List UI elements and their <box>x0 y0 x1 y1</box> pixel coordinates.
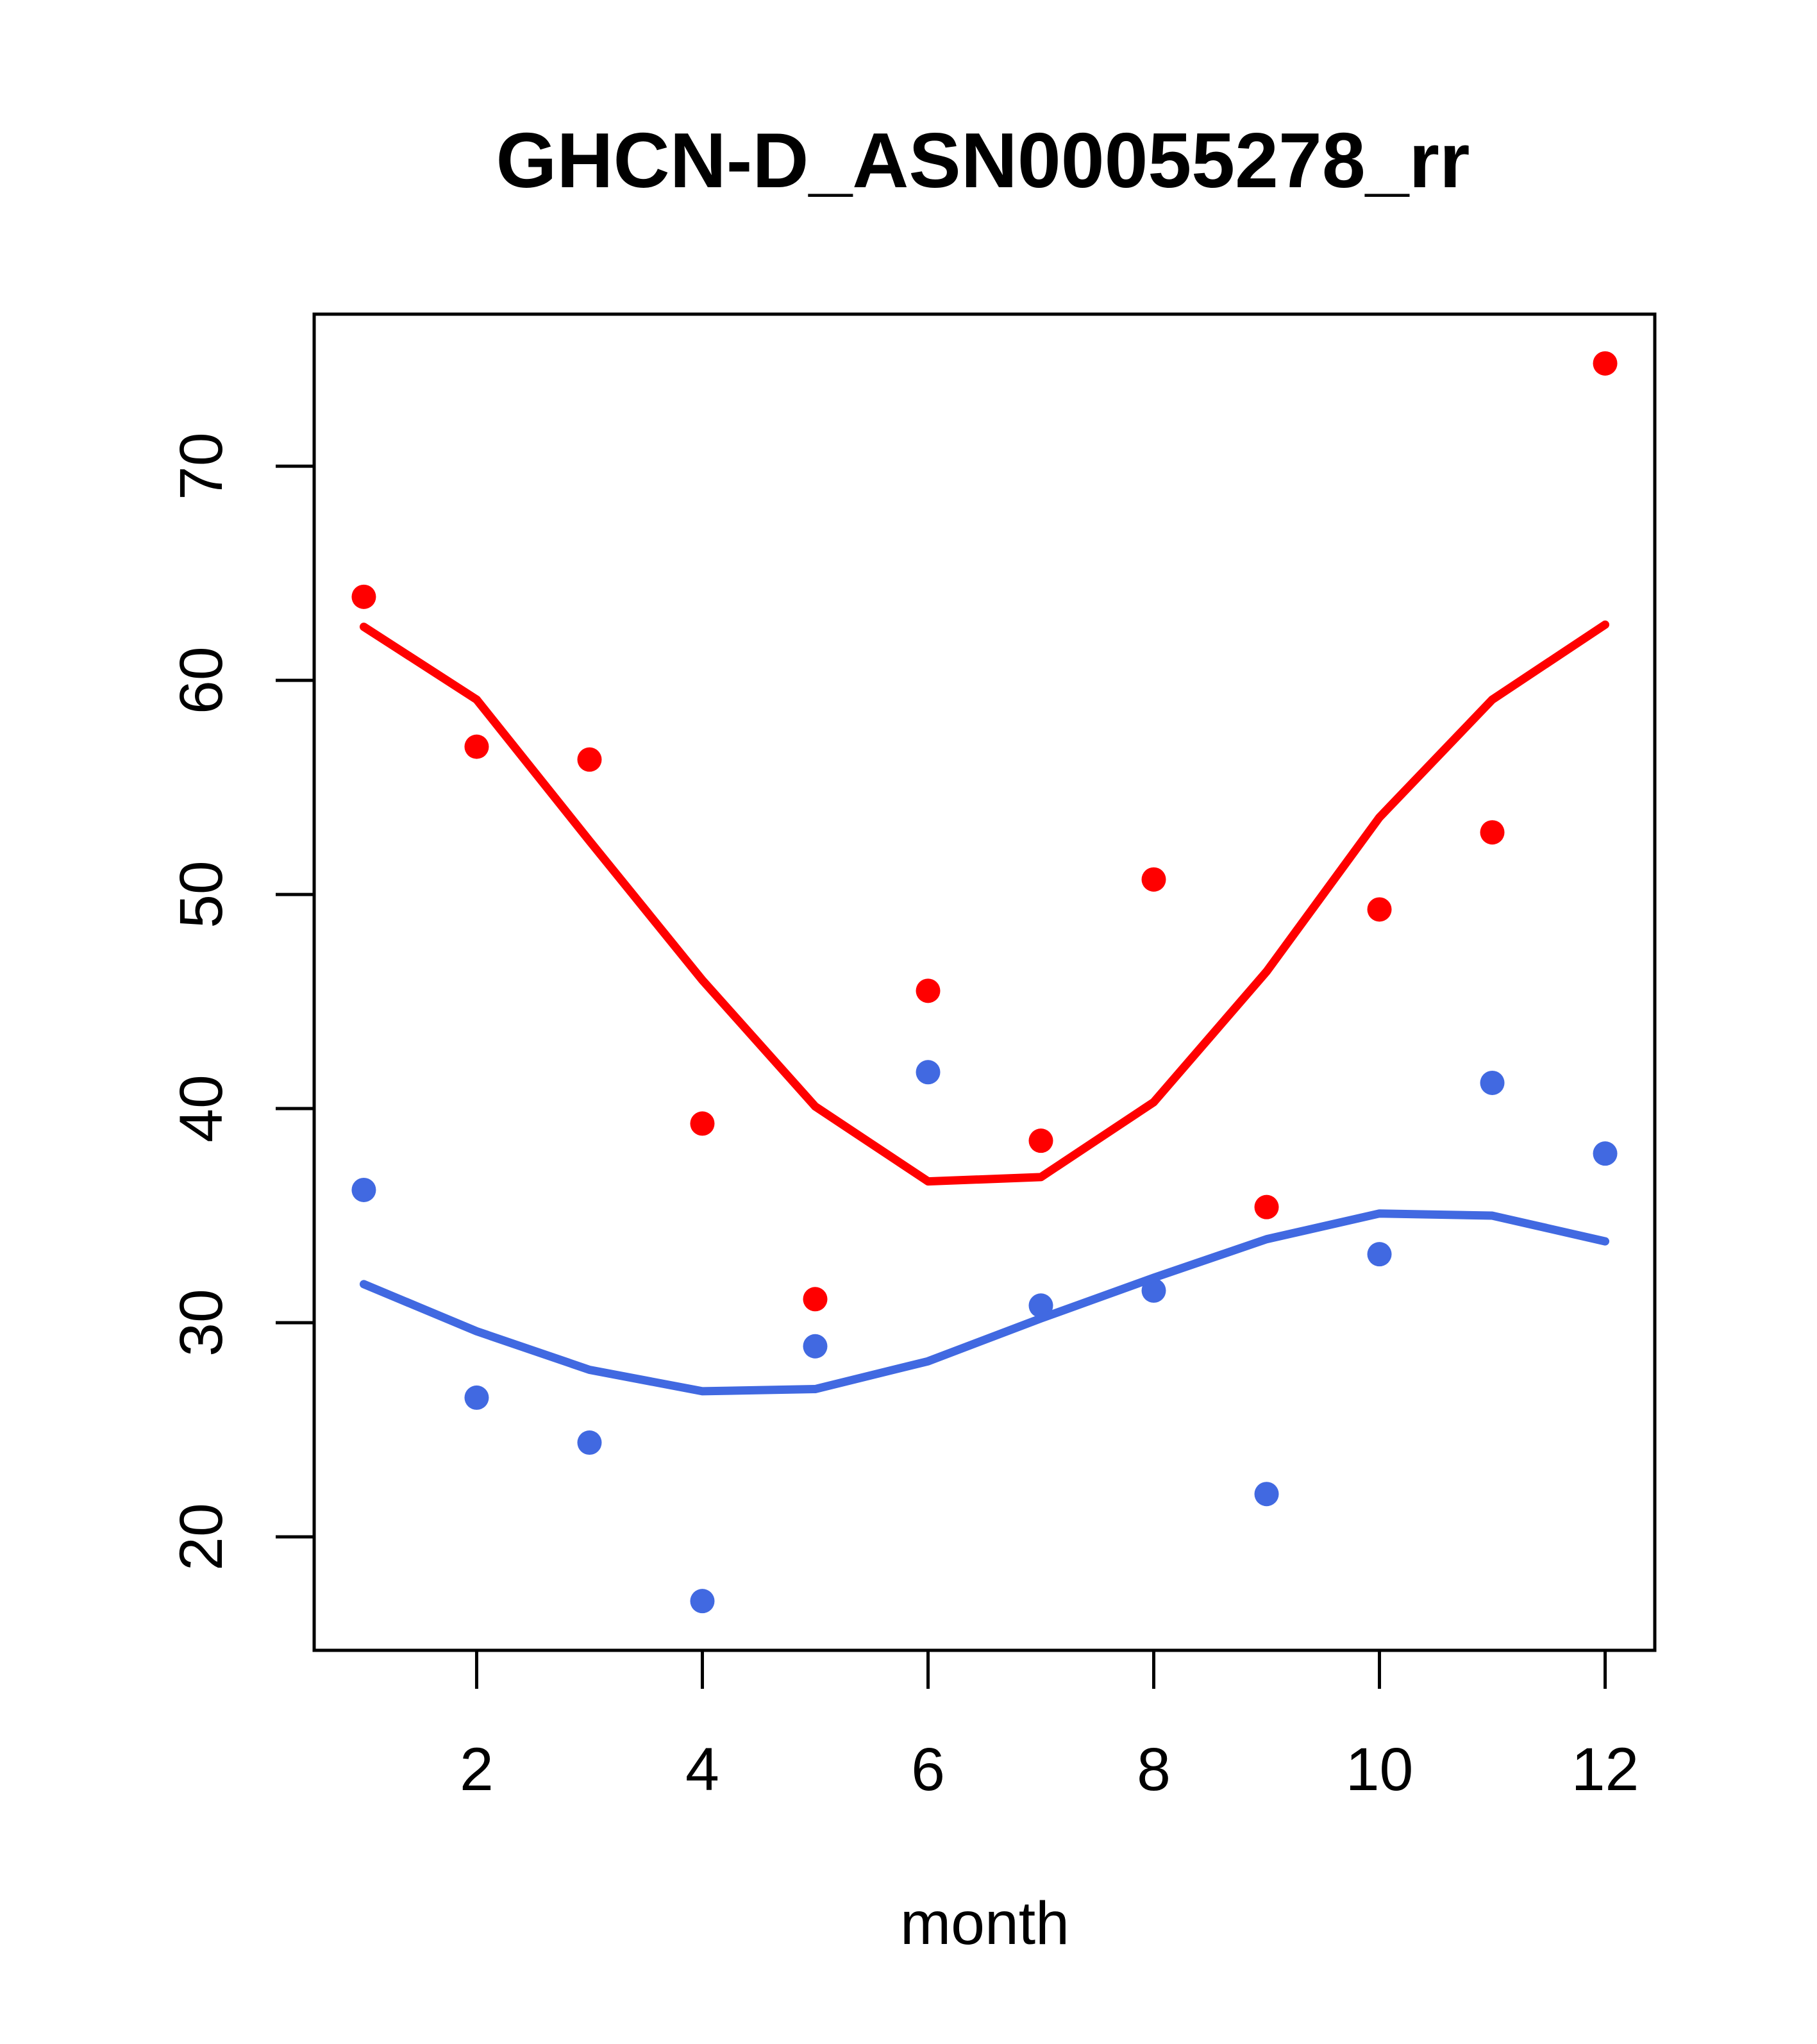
blue-smooth-line <box>359 1209 1610 1396</box>
plot-area: 2 4 6 8 10 12 20 30 40 50 60 70 <box>167 312 1657 1804</box>
blue-monthly-points-point <box>1141 1278 1166 1303</box>
red-smooth-line <box>359 620 1610 1186</box>
blue-monthly-points-point <box>464 1385 489 1410</box>
red-monthly-points-point <box>1480 820 1505 845</box>
blue-monthly-points-point <box>577 1430 602 1455</box>
blue-monthly-points-point <box>1480 1070 1505 1095</box>
blue-monthly-points-point <box>916 1060 941 1085</box>
chart-title: GHCN-D_ASN00055278_rr <box>496 117 1470 204</box>
blue-monthly-points-point <box>351 1177 376 1202</box>
x-tick-label: 2 <box>460 1736 494 1804</box>
plot-border <box>312 312 1657 1652</box>
red-monthly-points-point <box>1593 351 1618 376</box>
blue-monthly-points-point <box>690 1589 715 1614</box>
red-monthly-points-point <box>1028 1128 1053 1153</box>
x-axis-label: month <box>900 1889 1069 1957</box>
x-tick-label: 12 <box>1571 1736 1639 1804</box>
blue-monthly-points-point <box>1254 1482 1279 1507</box>
red-monthly-points-point <box>1141 867 1166 892</box>
x-tick-label: 8 <box>1137 1736 1171 1804</box>
y-tick-label: 50 <box>167 860 235 928</box>
red-monthly-points-point <box>916 978 941 1003</box>
red-monthly-points-point <box>577 747 602 772</box>
blue-monthly-points-point <box>1593 1141 1618 1166</box>
x-tick-label: 4 <box>685 1736 719 1804</box>
red-monthly-points-point <box>351 584 376 609</box>
blue-monthly-points-point <box>1367 1242 1392 1267</box>
red-monthly-points-point <box>1367 897 1392 922</box>
blue-monthly-points-point <box>803 1334 828 1359</box>
blue-monthly-points-point <box>1028 1293 1053 1318</box>
red-monthly-points-point <box>690 1111 715 1136</box>
red-monthly-points-point <box>803 1287 828 1312</box>
y-tick-label: 60 <box>167 646 235 714</box>
y-tick-label: 40 <box>167 1075 235 1143</box>
red-monthly-points-point <box>1254 1194 1279 1219</box>
y-tick-label: 70 <box>167 432 235 500</box>
y-tick-label: 20 <box>167 1503 235 1571</box>
y-tick-label: 30 <box>167 1289 235 1357</box>
red-monthly-points-point <box>464 734 489 759</box>
x-tick-label: 10 <box>1346 1736 1414 1804</box>
x-tick-label: 6 <box>911 1736 945 1804</box>
